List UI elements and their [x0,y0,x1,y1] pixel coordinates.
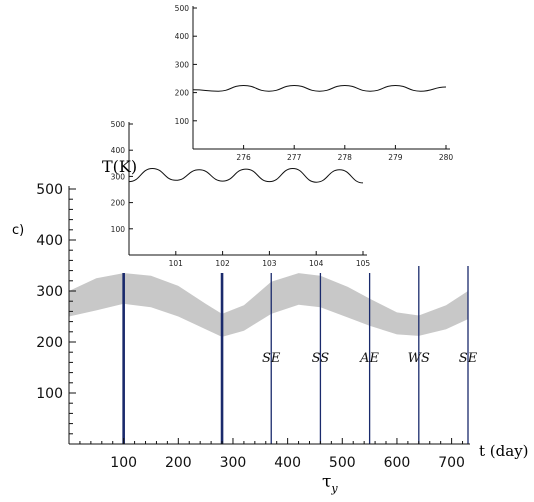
inset-y-tick-label: 300 [175,60,190,69]
x-tick-label: 300 [220,455,247,471]
season-label: AE [359,351,379,366]
inset-days-275-280: 100 200 300 400 500 276 277 278 279 280 [165,4,458,167]
inset-x-tick-label: 278 [338,153,353,162]
y-tick-label: 300 [36,284,63,300]
inset-y-tick-label: 500 [111,120,126,129]
inset-y-tick-label: 100 [111,225,126,234]
panel-label: c) [12,223,24,238]
x-tick-label: 100 [110,455,137,471]
inset-x-tick-label: 276 [236,153,251,162]
inset-background [165,4,458,167]
x-axis-label: t (day) [479,442,529,460]
x-axis-sublabel-main: τ [322,472,331,492]
inset-y-tick-label: 400 [175,32,190,41]
main-y-ticks: 100 200 300 400 500 [36,182,76,435]
y-tick-label: 400 [36,233,63,249]
season-label: WS [408,351,430,366]
y-tick-label: 200 [36,335,63,351]
season-label: SE [459,351,478,366]
y-tick-label: 100 [36,386,63,402]
inset-x-tick-label: 103 [262,259,277,268]
inset-y-tick-label: 200 [111,199,126,208]
main-x-ticks: 100 200 300 400 500 600 700 [79,438,465,471]
inset-temperature-curve [128,167,364,184]
inset-y-tick-label: 400 [111,146,126,155]
inset-x-tick-label: 102 [215,259,230,268]
inset-x-tick-label: 104 [309,259,324,268]
x-tick-label: 500 [329,455,356,471]
x-tick-label: 200 [165,455,192,471]
x-tick-label: 600 [384,455,411,471]
inset-x-tick-label: 101 [169,259,184,268]
x-tick-label: 700 [438,455,465,471]
inset-x-tick-label: 277 [287,153,302,162]
inset-x-tick-label: 105 [356,259,371,268]
temperature-band [69,273,468,337]
inset-x-tick-label: 280 [439,153,454,162]
inset-temperature-curve [192,84,447,92]
temperature-band-area [69,273,468,337]
inset-y-tick-label: 100 [175,117,190,126]
season-label: SE [262,351,281,366]
y-tick-label: 500 [36,182,63,198]
x-axis-sublabel: τy [322,472,338,495]
inset-y-tick-label: 500 [175,4,190,13]
inset-x-tick-label: 279 [388,153,403,162]
x-tick-label: 400 [274,455,301,471]
x-axis-sublabel-index: y [330,482,338,495]
y-axis-label: T(K) [102,157,137,176]
main-axes [68,186,470,445]
season-label: SS [312,351,330,366]
inset-y-tick-label: 300 [111,172,126,181]
inset-y-tick-label: 200 [175,89,190,98]
